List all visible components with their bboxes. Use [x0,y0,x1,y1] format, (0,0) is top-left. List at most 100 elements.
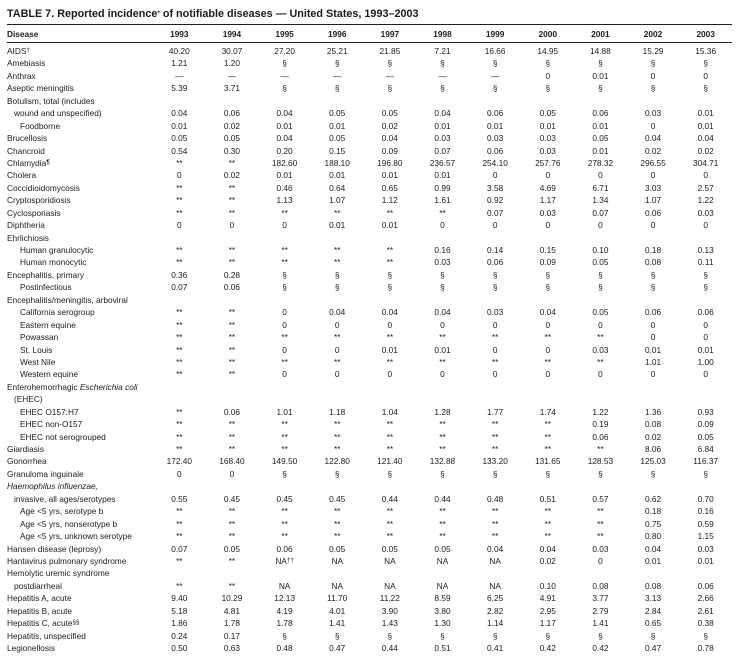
text-segment: Escherichia coli [79,381,138,392]
value-cell: 0.50 [171,643,188,653]
value-cell: 0 [492,319,498,330]
disease-label: Botulism, total (includes [7,95,95,106]
value-cell: 0 [650,170,656,181]
value-cell: 0 [703,170,708,181]
value-cell: ** [386,419,394,430]
value-cell: § [492,269,498,280]
value-cell: 0.42 [539,643,556,653]
value-cell: 0.06 [697,307,714,318]
value-cell: 0.01 [329,120,346,131]
footnote-marker: †† [286,556,294,564]
disease-label: Human monocytic [20,257,87,268]
value-cell: 0 [703,332,708,343]
disease-label: Hemolytic uremic syndrome [7,568,110,579]
value-cell: § [492,58,498,69]
table-row: Human monocytic ** ** ** ** ** 0.03 0.06 0.09 0.0… [7,256,732,268]
value-cell: 0.05 [171,133,188,144]
disease-label: Chancroid [7,145,45,156]
value-cell: 0 [545,220,551,231]
value-cell: ** [228,332,236,343]
value-cell: 0.06 [592,108,609,119]
value-cell: 2.57 [697,182,714,193]
value-cell: ** [228,369,236,380]
footnote-marker: §§ [72,618,80,626]
value-cell: 0 [598,170,603,181]
table-row: Western equine ** ** 0 0 0 0 0 0 0 0 0 [7,368,732,380]
value-cell: 1.78 [276,618,293,629]
value-cell: § [282,83,287,94]
value-cell: ** [228,157,236,168]
value-cell: 1.00 [697,356,714,367]
value-cell: § [387,468,393,479]
value-cell: § [282,468,287,479]
value-cell: 0.06 [592,431,609,442]
title-divider [7,24,732,25]
value-cell: § [334,269,340,280]
value-cell: ** [439,506,446,517]
value-cell: § [650,83,656,94]
value-cell: ** [491,506,499,517]
value-cell: 149.50 [271,456,298,467]
value-cell: 0.03 [487,307,504,318]
value-cell: ** [281,332,288,343]
header-divider [7,42,732,43]
disease-label: Cyclosporiasis [7,207,61,218]
value-cell: 0.06 [487,108,504,119]
value-cell: 0.05 [381,543,398,554]
value-cell: 0.18 [644,506,662,517]
table-row: Hansen disease (leprosy) 0.07 0.05 0.06 0.05… [7,543,732,555]
value-cell: 0.02 [644,145,662,156]
value-cell: ** [281,257,288,268]
table-row: Aseptic meningitis 5.39 3.71 § § § § § § § § § [7,82,732,94]
value-cell: 0.04 [276,108,293,119]
value-cell: 4.81 [223,605,241,616]
value-cell: ** [597,531,604,542]
value-cell: 0 [598,220,603,231]
value-cell: 1.28 [434,406,451,417]
value-cell: § [703,58,708,69]
value-cell: 25.21 [326,46,348,56]
value-cell: ** [439,531,446,542]
value-cell: ** [544,419,551,430]
value-cell: ** [228,531,236,542]
value-cell: NA [384,555,396,566]
value-cell: ** [597,356,604,367]
value-cell: § [545,630,551,641]
value-cell: 0.01 [381,170,398,181]
column-header-disease: Disease [7,28,39,39]
value-cell: 6.25 [487,593,504,604]
value-cell: ** [386,245,394,255]
column-header-year: 1999 [485,28,505,39]
value-cell: ** [333,257,341,268]
text-segment: TABLE 7. Reported incidence [7,8,158,20]
table-row: Encephalitis/meningitis, arboviral [7,294,732,306]
value-cell: ** [333,332,341,343]
disease-label: St. Louis [20,344,53,355]
value-cell: 1.07 [644,195,662,206]
value-cell: 0 [650,319,656,330]
disease-label: Eastern equine [20,319,76,330]
disease-label: postdiarrheal [14,580,62,591]
disease-label: California serogroup [20,307,95,318]
value-cell: 0.05 [697,431,714,442]
table-row: Eastern equine ** ** 0 0 0 0 0 0 0 0 0 [7,319,732,331]
value-cell: 0.08 [644,580,662,591]
value-cell: 0.05 [223,133,241,144]
value-cell: § [703,269,708,280]
value-cell: 0 [650,369,656,380]
value-cell: ** [333,431,341,442]
value-cell: — [227,70,237,81]
value-cell: 0.04 [697,133,714,144]
value-cell: 0 [440,220,445,231]
value-cell: § [440,630,445,641]
value-cell: 0.06 [276,543,293,554]
value-cell: ** [544,531,551,542]
column-header-year: 1993 [170,28,189,39]
value-cell: ** [597,444,604,454]
value-cell: 0.08 [592,580,609,591]
value-cell: ** [281,444,288,454]
value-cell: 0.44 [434,493,451,504]
value-cell: 0.48 [487,493,504,504]
value-cell: 0.01 [697,108,714,119]
table-row: Hantavirus pulmonary syndrome ** ** NA†† NA N… [7,555,732,567]
